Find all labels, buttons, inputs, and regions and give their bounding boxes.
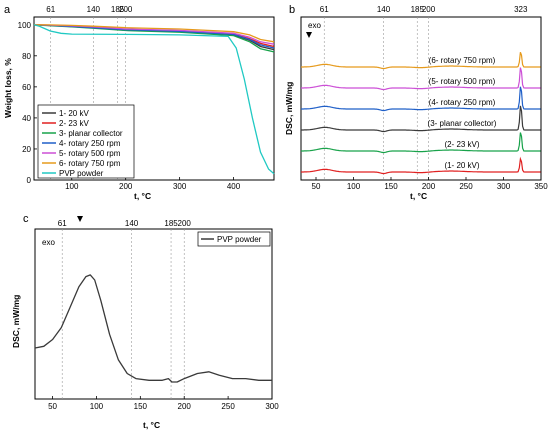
panel-a-ref-label-185: 185 (111, 5, 125, 14)
panel-a-ytick-label: 80 (22, 52, 31, 61)
panel-b-xtick-label: 300 (497, 182, 511, 191)
panel-c-legend-entry: PVP powder (217, 235, 262, 244)
panel-a-legend-box (37, 104, 135, 179)
panel-a-ylabel: Weight loss, % (3, 58, 13, 118)
panel-b-top-label-185: 185 (411, 5, 425, 14)
panel-b-series-label-5: (5- rotary 500 rpm) (429, 77, 496, 86)
panel-a-legend-entry: 3- planar collector (59, 129, 123, 138)
panel-b-series-label-1: (1- 20 kV) (444, 161, 479, 170)
panel-a-series-6 (33, 24, 275, 43)
panel-c-xtick-label: 300 (265, 402, 279, 411)
panel-c-legend-box (197, 231, 271, 247)
panel-c: c 61 140 185 200 50 100 150 200 250 300 exo t, °… (11, 213, 279, 430)
panel-a-legend-entry: 6- rotary 750 rpm (59, 159, 121, 168)
panel-a-ytick-label: 100 (18, 21, 32, 30)
panel-a-legend-entry: 5- rotary 500 rpm (59, 149, 121, 158)
panel-b-top-label-200: 200 (422, 5, 436, 14)
panel-a-legend-entry: 2- 23 kV (59, 119, 89, 128)
panel-b-series-label-2: (2- 23 kV) (444, 140, 479, 149)
panel-c-xtick-label: 100 (90, 402, 104, 411)
panel-c-top-label-200: 200 (178, 219, 192, 228)
panel-b-xtick-label: 100 (347, 182, 361, 191)
panel-b-top-label-140: 140 (377, 5, 391, 14)
panel-c-frame (34, 228, 273, 400)
panel-b-exo-label: exo (308, 21, 321, 30)
panel-c-xtick-label: 250 (221, 402, 235, 411)
panel-b-xtick-label: 50 (312, 182, 321, 191)
panel-a-xtick-label: 400 (227, 182, 241, 191)
panel-b-xtick-label: 200 (422, 182, 436, 191)
panel-c-ylabel: DSC, mW/mg (11, 295, 21, 348)
panel-c-legend: PVP powder (197, 231, 271, 247)
panel-b-xlabel: t, °C (410, 191, 427, 201)
panel-b-xtick-label: 250 (459, 182, 473, 191)
panel-b-top-label-61: 61 (320, 5, 329, 14)
panel-a-legend-entry: 1- 20 kV (59, 109, 89, 118)
panel-a-ytick-label: 40 (22, 114, 31, 123)
panel-a-frame (33, 16, 275, 181)
panel-a-legend-entry: PVP powder (59, 169, 104, 178)
panel-b-series-4 (301, 86, 541, 112)
panel-b-frame (300, 16, 542, 181)
panel-a-ref-label-200: 200 (119, 5, 133, 14)
panel-a-ytick-label: 20 (22, 145, 31, 154)
panel-c-xlabel: t, °C (143, 420, 160, 430)
panel-b-exo-arrow-icon (306, 32, 312, 38)
panel-b-series-label-6: (6- rotary 750 rpm) (429, 56, 496, 65)
panel-c-xtick-label: 50 (48, 402, 57, 411)
panel-b-xtick-label: 350 (534, 182, 548, 191)
panel-c-top-label-185: 185 (164, 219, 178, 228)
panel-a-ytick-label: 0 (27, 176, 32, 185)
panel-a-xtick-label: 300 (173, 182, 187, 191)
panel-b-series-6 (301, 51, 541, 70)
panel-a-legend-entry: 4- rotary 250 rpm (59, 139, 121, 148)
panel-a-ref-label-61: 61 (46, 5, 55, 14)
panel-b-series-label-4: (4- rotary 250 rpm) (429, 98, 496, 107)
panel-c-top-label-61: 61 (58, 219, 67, 228)
panel-a-xtick-label: 100 (65, 182, 79, 191)
panel-a-xlabel: t, °C (134, 191, 151, 201)
panel-a-label: a (4, 4, 11, 16)
panel-b-series-1 (301, 156, 541, 175)
panel-c-xtick-label: 150 (134, 402, 148, 411)
panel-c-xtick-label: 200 (178, 402, 192, 411)
panel-b-top-label-323: 323 (514, 5, 528, 14)
panel-b-series-2 (301, 132, 541, 154)
panel-b-label: b (289, 4, 295, 16)
panel-c-exo-label: exo (42, 238, 55, 247)
panel-b-series-label-3: (3- planar collector) (428, 119, 497, 128)
panel-a-ref-label-140: 140 (87, 5, 101, 14)
panel-c-exo-arrow-icon (77, 216, 83, 222)
panel-c-label: c (23, 213, 29, 225)
panel-b-series-3 (301, 105, 541, 133)
panel-a-ytick-label: 60 (22, 83, 31, 92)
panel-b-ylabel: DSC, mW/mg (284, 82, 294, 135)
panel-a-series-7 (33, 24, 275, 175)
panel-a-xtick-label: 200 (119, 182, 133, 191)
panel-c-top-label-140: 140 (125, 219, 139, 228)
panel-b-xtick-label: 150 (384, 182, 398, 191)
panel-b-series-5 (301, 67, 541, 91)
panel-c-series-1 (34, 274, 272, 383)
